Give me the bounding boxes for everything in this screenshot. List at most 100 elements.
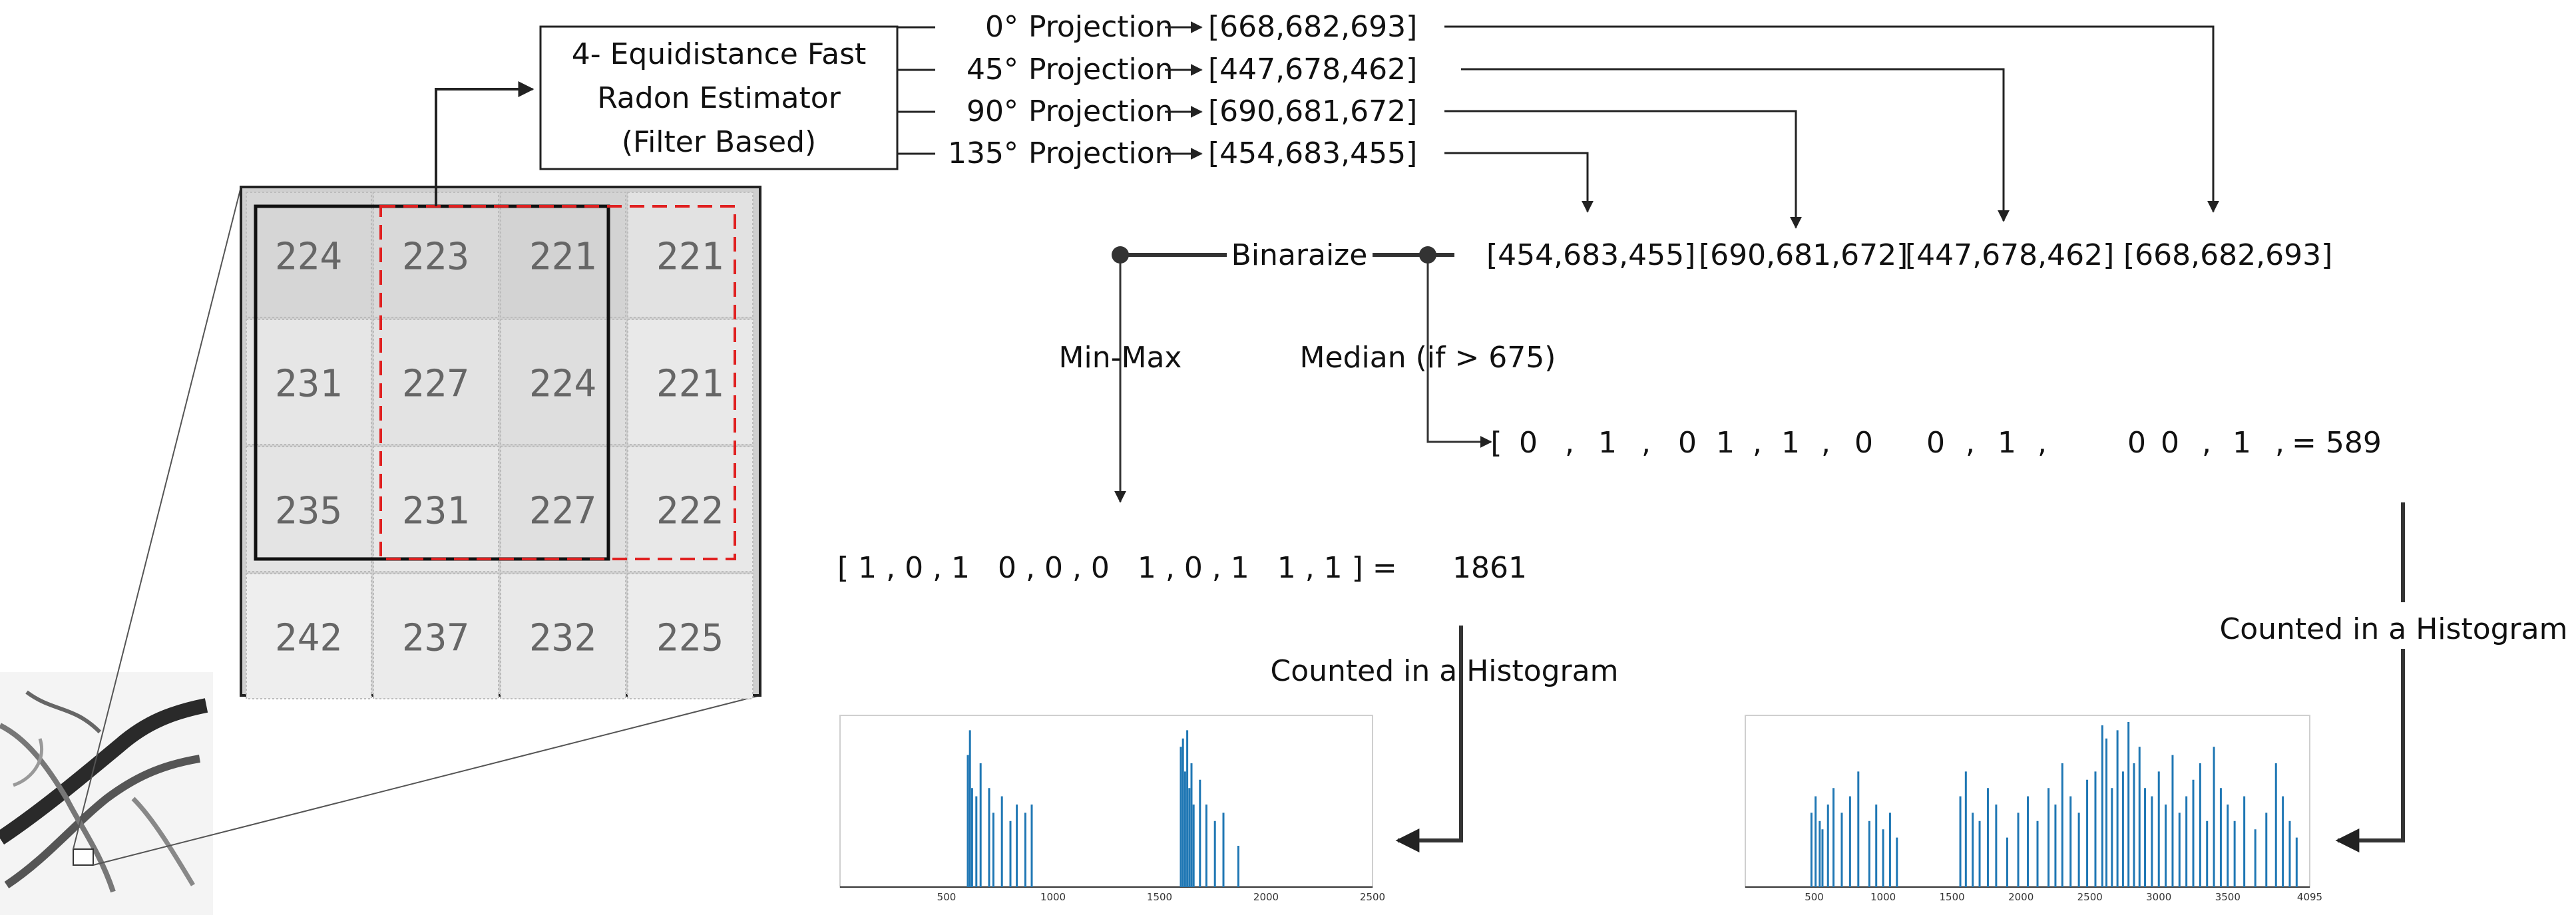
median-bit: 1 xyxy=(1781,426,1800,460)
grid-cell-value: 225 xyxy=(656,617,724,660)
grid-to-estimator-arrow xyxy=(435,81,535,206)
projection-vector: [668,682,693] xyxy=(1208,10,1417,44)
minmax-value: 1861 xyxy=(1452,551,1527,585)
grid-cell-value: 222 xyxy=(656,490,724,533)
histogram-median: 500 1000 1500 2000 2500 3000 3500 4095 xyxy=(1745,715,2322,903)
projection-list: 0° Projection [668,682,693] 45° Projection [4… xyxy=(896,10,1417,170)
estimator-line-2: Radon Estimator xyxy=(597,81,841,115)
histogram-tick-label: 3500 xyxy=(2215,891,2241,903)
zoom-line-top xyxy=(73,186,242,850)
grid-cell xyxy=(627,573,753,699)
median-bit: 1 xyxy=(1998,426,2016,460)
median-bit: 1 xyxy=(1716,426,1735,460)
arrow-45deg xyxy=(1461,68,2010,222)
pixel-grid: 224 223 221 221 231 227 224 221 235 231 227 222 242 2… xyxy=(240,186,761,699)
grid-cell-value: 237 xyxy=(402,617,469,660)
median-bit: , xyxy=(1753,426,1762,460)
median-bit: 0 xyxy=(1519,426,1538,460)
grid-cell xyxy=(373,319,499,445)
histogram-minmax: 500 1000 1500 2000 2500 xyxy=(839,715,1385,903)
grid-cell-value: 223 xyxy=(402,236,469,279)
median-bit: , xyxy=(2202,426,2211,460)
histogram-tick-label: 1000 xyxy=(1040,891,1066,903)
projection-angle: 135° xyxy=(948,136,1018,170)
combined-vector-item: [447,678,462] xyxy=(1905,238,2114,272)
grid-cell-value: 231 xyxy=(402,490,469,533)
projection-vector: [447,678,462] xyxy=(1208,53,1417,87)
histogram-caption-left: Counted in a Histogram xyxy=(1271,654,1619,688)
histogram-tick-label: 1500 xyxy=(1147,891,1172,903)
grid-cell xyxy=(500,446,626,572)
median-bit-vector: [0, 1, 0 1, 1, 0 0, 1, 0 0, 1, xyxy=(1490,426,2284,460)
grid-cell-value: 221 xyxy=(656,236,724,279)
histogram-tick-label: 3000 xyxy=(2146,891,2171,903)
histogram-tick-label: 2500 xyxy=(1360,891,1385,903)
grid-cell-value: 224 xyxy=(529,363,596,406)
median-bit: , xyxy=(2275,426,2284,460)
grid-cell-value: 232 xyxy=(529,617,596,660)
projection-label: Projection xyxy=(1028,10,1174,44)
median-bit: , xyxy=(2038,426,2047,460)
median-bit: 0 xyxy=(1854,426,1873,460)
combined-vector: [454,683,455] [690,681,672][447,678,462] [… xyxy=(1486,238,2332,272)
texture-image xyxy=(0,672,213,915)
histogram-tick-label: 500 xyxy=(1805,891,1824,903)
combined-vector-item: [690,681,672] xyxy=(1699,238,1908,272)
median-bit: [ xyxy=(1490,426,1502,460)
grid-cell xyxy=(246,192,372,318)
grid-cell xyxy=(500,319,626,445)
grid-cell-value: 242 xyxy=(275,617,342,660)
histogram-tick-label: 1000 xyxy=(1870,891,1896,903)
projection-angle: 90° xyxy=(966,94,1018,128)
median-bit: , xyxy=(1821,426,1830,460)
histogram-tick-label: 1500 xyxy=(1940,891,1965,903)
grid-cell-value: 231 xyxy=(275,363,342,406)
grid-cell-value: 224 xyxy=(275,236,342,279)
median-bit: 0 xyxy=(1678,426,1697,460)
median-label: Median (if > 675) xyxy=(1300,341,1556,375)
estimator-line-3: (Filter Based) xyxy=(622,125,816,159)
median-bit: , xyxy=(1966,426,1975,460)
grid-cell xyxy=(500,192,626,318)
combined-vector-item: [454,683,455] xyxy=(1486,238,1695,272)
minmax-to-histogram-arrow xyxy=(1395,626,1463,852)
histogram-tick-label: 2000 xyxy=(2008,891,2034,903)
projection-angle: 45° xyxy=(966,53,1018,87)
grid-cell-value: 235 xyxy=(275,490,342,533)
zoom-line-bottom xyxy=(93,695,761,866)
minmax-label: Min-Max xyxy=(1059,341,1182,375)
grid-cell-value: 227 xyxy=(529,490,596,533)
histogram-frame xyxy=(839,715,1373,888)
histogram-tick-label: 2500 xyxy=(2077,891,2103,903)
projection-label: Projection xyxy=(1028,53,1174,87)
median-bit: 0 xyxy=(2161,426,2179,460)
projection-angle: 0° xyxy=(985,10,1018,44)
grid-cell-value: 227 xyxy=(402,363,469,406)
grid-cell xyxy=(627,446,753,572)
binarize-label: Binaraize xyxy=(1231,238,1368,272)
projection-label: Projection xyxy=(1028,94,1174,128)
histogram-tick-label: 2000 xyxy=(1253,891,1279,903)
histogram-caption-right: Counted in a Histogram xyxy=(2220,612,2568,646)
grid-cell xyxy=(246,573,372,699)
median-bit: 0 xyxy=(2127,426,2146,460)
grid-cell xyxy=(627,319,753,445)
minmax-bit-vector: [ 1 , 0 , 1 0 , 0 , 0 1 , 0 , 1 1 , 1 ] … xyxy=(837,551,1397,585)
grid-cell xyxy=(373,573,499,699)
histogram-tick-label: 4095 xyxy=(2297,891,2322,903)
median-value: = 589 xyxy=(2292,426,2382,460)
median-bit: , xyxy=(1641,426,1651,460)
histogram-tick-label: 500 xyxy=(937,891,957,903)
median-bit: 1 xyxy=(2233,426,2251,460)
median-bit: 0 xyxy=(1926,426,1945,460)
grid-cell xyxy=(627,192,753,318)
projection-vector: [454,683,455] xyxy=(1208,136,1417,170)
combined-vector-item: [668,682,693] xyxy=(2123,238,2332,272)
estimator-line-1: 4- Equidistance Fast xyxy=(572,37,867,71)
median-bit: , xyxy=(1565,426,1574,460)
estimator-box xyxy=(539,25,899,170)
grid-cell xyxy=(373,446,499,572)
arrow-90deg xyxy=(1444,110,1802,229)
median-bit: 1 xyxy=(1598,426,1617,460)
grid-cell xyxy=(246,446,372,572)
